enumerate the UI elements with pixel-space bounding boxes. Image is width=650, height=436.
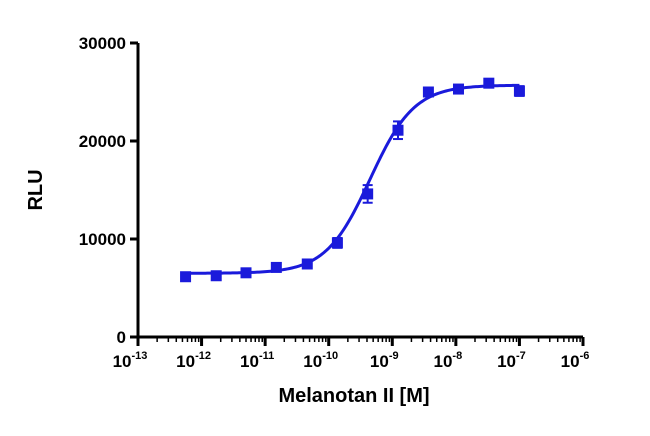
x-tick-label: 10-6 (561, 350, 590, 371)
x-tick-label: 10-9 (370, 350, 399, 371)
data-point (240, 267, 252, 279)
y-tick-label: 0 (117, 328, 126, 347)
x-tick-label: 10-7 (497, 350, 526, 371)
data-point (210, 270, 222, 282)
data-point (392, 124, 404, 136)
fit-curve-layer (185, 83, 520, 275)
data-point (483, 77, 495, 89)
x-tick-label: 10-12 (176, 350, 211, 371)
x-axis-title: Melanotan II [M] (278, 385, 429, 407)
y-axis-title: RLU (25, 169, 47, 210)
data-point (362, 188, 374, 200)
axes: 0 10000 20000 30000 10-13 10-12 10-11 10-10 10-9… (79, 34, 590, 371)
data-point (452, 83, 464, 95)
x-tick-label: 10-8 (434, 350, 463, 371)
x-tick-label: 10-13 (113, 350, 148, 371)
y-tick-label: 20000 (79, 132, 126, 151)
y-tick-label: 30000 (79, 34, 126, 53)
data-point (513, 85, 525, 97)
fit-curve (185, 83, 520, 275)
data-points-layer (180, 77, 525, 283)
data-point (180, 271, 192, 283)
data-point (422, 86, 434, 98)
x-tick-label: 10-10 (303, 350, 338, 371)
y-tick-label: 10000 (79, 230, 126, 249)
data-point (331, 237, 343, 249)
x-tick-label: 10-11 (240, 350, 274, 371)
data-point (301, 258, 313, 270)
data-point (270, 261, 282, 273)
